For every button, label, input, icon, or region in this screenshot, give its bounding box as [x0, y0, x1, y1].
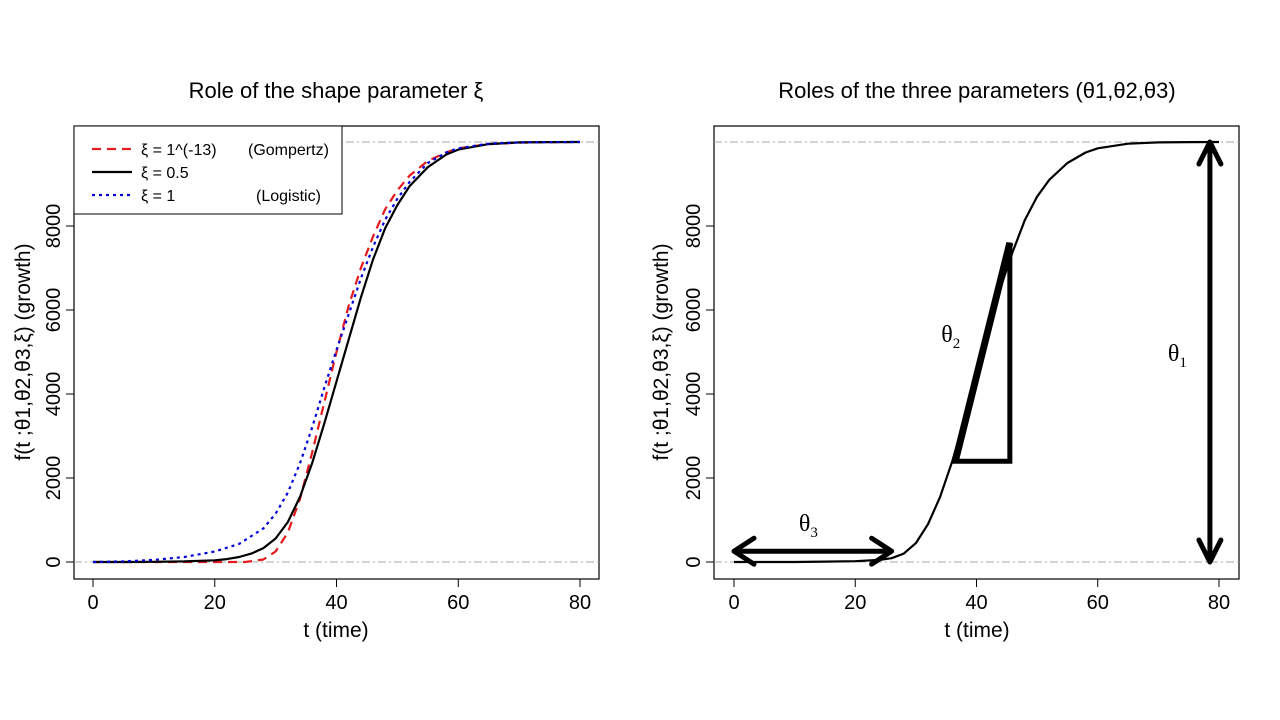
legend: ξ = 1^(-13) (Gompertz) ξ = 0.5 ξ = 1 (Lo… — [73, 125, 343, 215]
y-tick-label: 0 — [43, 556, 65, 567]
y-axis-label: f(t ;θ1,θ2,θ3,ξ) (growth) — [12, 243, 35, 460]
x-tick-label: 60 — [447, 592, 469, 614]
legend-label: ξ = 0.5 — [141, 165, 189, 182]
y-axis: 0 2000 4000 6000 8000 — [683, 204, 714, 568]
y-tick-label: 4000 — [683, 372, 705, 417]
y-tick-label: 8000 — [683, 204, 705, 249]
y-tick-label: 2000 — [683, 456, 705, 501]
x-tick-label: 80 — [569, 592, 591, 614]
y-tick-label: 6000 — [683, 288, 705, 333]
arrow-head — [1196, 139, 1224, 167]
series-lines — [92, 140, 581, 564]
legend-entry: ξ = 1^(-13) (Gompertz) — [92, 142, 329, 159]
y-axis: 0 2000 4000 6000 8000 — [43, 204, 74, 568]
series-line — [93, 140, 581, 564]
arrow-head — [1196, 537, 1224, 565]
legend-label: ξ = 1 — [141, 188, 175, 205]
legend-label: ξ = 1^(-13) — [141, 142, 217, 159]
annotation: θ2 — [941, 241, 1014, 464]
x-tick-label: 80 — [1208, 592, 1230, 614]
legend-note: (Gompertz) — [248, 142, 329, 159]
x-axis: 0 20 40 60 80 — [87, 579, 591, 614]
series-line — [734, 140, 1220, 564]
x-axis-label: t (time) — [944, 619, 1009, 642]
chart-three-parameters: Roles of the three parameters (θ1,θ2,θ3)… — [650, 78, 1240, 642]
series-lines — [734, 140, 1220, 564]
x-tick-label: 0 — [87, 592, 98, 614]
arrow-head — [869, 535, 895, 567]
legend-note: (Logistic) — [256, 188, 321, 205]
plot-frame — [713, 125, 1240, 580]
y-axis-label: f(t ;θ1,θ2,θ3,ξ) (growth) — [650, 243, 673, 460]
x-axis: 0 20 40 60 80 — [728, 579, 1230, 614]
annotation: θ1 — [1168, 139, 1224, 565]
x-tick-label: 20 — [204, 592, 226, 614]
x-tick-label: 20 — [844, 592, 866, 614]
x-tick-label: 0 — [728, 592, 739, 614]
series-line — [93, 140, 581, 564]
annotation-label: θ2 — [941, 322, 960, 352]
legend-box — [73, 125, 343, 215]
series-line — [92, 140, 581, 564]
chart-shape-parameter: Role of the shape parameter ξ 0 20 40 60 80 … — [12, 78, 600, 642]
legend-entry: ξ = 0.5 — [92, 165, 189, 182]
x-axis-label: t (time) — [303, 619, 368, 642]
arrow-head — [731, 535, 757, 567]
chart-title: Role of the shape parameter ξ — [189, 78, 484, 103]
legend-entry: ξ = 1 (Logistic) — [92, 188, 321, 205]
annotation-label: θ3 — [799, 511, 818, 541]
chart-title: Roles of the three parameters (θ1,θ2,θ3) — [778, 78, 1175, 103]
y-tick-label: 2000 — [43, 456, 65, 501]
x-tick-label: 60 — [1087, 592, 1109, 614]
x-tick-label: 40 — [325, 592, 347, 614]
y-tick-label: 0 — [683, 556, 705, 567]
reference-lines — [714, 141, 1239, 563]
y-tick-label: 8000 — [43, 204, 65, 249]
x-tick-label: 40 — [965, 592, 987, 614]
y-tick-label: 4000 — [43, 372, 65, 417]
slope-line — [951, 241, 1014, 463]
annotation-label: θ1 — [1168, 341, 1187, 371]
y-tick-label: 6000 — [43, 288, 65, 333]
annotations: θ3 θ2 θ1 — [731, 139, 1224, 567]
annotation: θ3 — [731, 511, 895, 567]
